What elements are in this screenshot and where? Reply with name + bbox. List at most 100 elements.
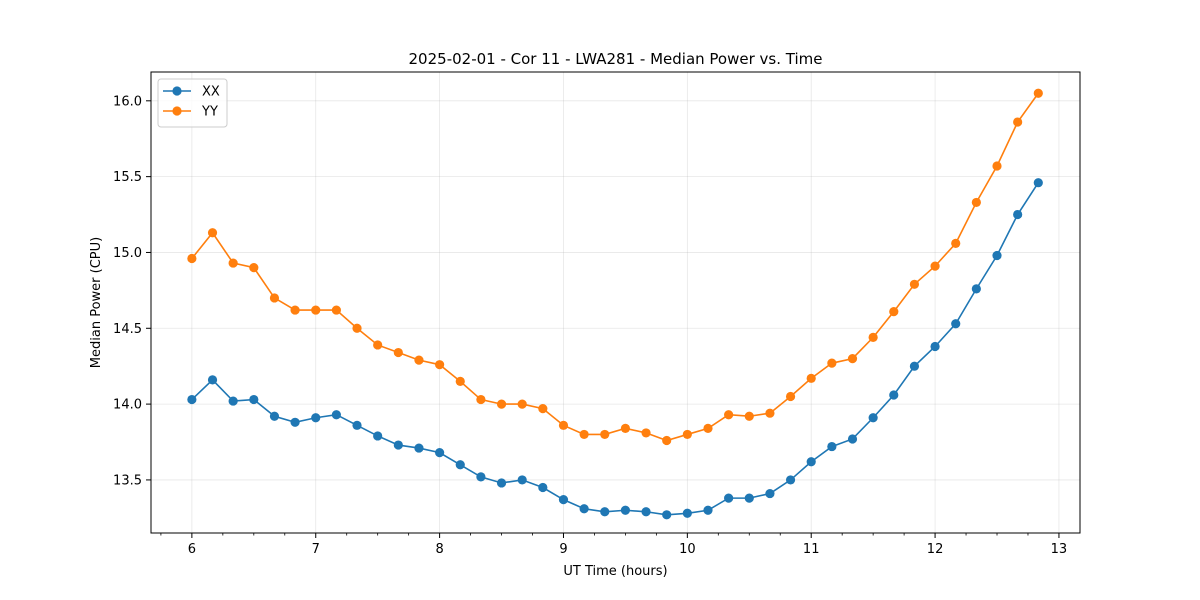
data-point-xx	[785, 475, 796, 485]
y-tick-label: 14.5	[113, 322, 142, 337]
data-point-xx	[868, 413, 878, 423]
data-point-yy	[620, 423, 631, 433]
data-point-yy	[744, 411, 754, 421]
data-point-yy	[290, 305, 300, 315]
data-point-yy	[207, 228, 218, 238]
data-point-xx	[971, 284, 981, 294]
data-point-xx	[724, 493, 734, 503]
x-tick-label: 7	[312, 542, 320, 557]
x-tick-label: 8	[435, 542, 443, 557]
legend-marker-xx	[172, 86, 182, 96]
data-point-yy	[414, 355, 424, 365]
data-point-xx	[806, 457, 816, 467]
x-tick-label: 10	[679, 542, 696, 557]
data-point-xx	[187, 394, 197, 405]
data-point-yy	[992, 161, 1002, 171]
data-point-yy	[951, 238, 961, 248]
data-point-yy	[331, 305, 341, 315]
data-point-xx	[827, 441, 837, 452]
data-point-xx	[558, 495, 569, 505]
data-point-xx	[930, 341, 940, 352]
data-point-yy	[1033, 88, 1043, 98]
data-point-yy	[228, 258, 238, 268]
data-point-yy	[785, 391, 796, 402]
data-point-yy	[373, 340, 383, 350]
data-point-xx	[579, 504, 589, 514]
data-point-xx	[228, 396, 238, 406]
data-point-yy	[269, 293, 280, 303]
data-point-xx	[435, 448, 445, 458]
data-point-yy	[393, 347, 403, 358]
data-point-yy	[455, 376, 465, 386]
data-point-yy	[971, 197, 981, 208]
data-point-yy	[1013, 117, 1023, 127]
y-tick-label: 16.0	[113, 94, 142, 109]
y-tick-label: 13.5	[113, 473, 142, 488]
data-point-xx	[393, 440, 403, 450]
data-point-xx	[703, 505, 713, 515]
data-point-xx	[311, 413, 321, 423]
data-point-yy	[806, 373, 816, 383]
legend-marker-yy	[172, 106, 182, 116]
data-point-xx	[352, 420, 362, 430]
data-point-yy	[249, 263, 259, 273]
data-point-yy	[765, 408, 775, 418]
x-tick-label: 9	[559, 542, 567, 557]
data-point-yy	[435, 360, 445, 370]
data-point-xx	[992, 250, 1002, 261]
data-point-xx	[951, 319, 961, 329]
y-tick-label: 14.0	[113, 398, 142, 413]
data-point-yy	[827, 358, 837, 368]
data-point-xx	[373, 431, 383, 441]
plot-frame	[150, 71, 1081, 534]
chart-title: 2025-02-01 - Cor 11 - LWA281 - Median Po…	[409, 50, 823, 68]
data-point-xx	[331, 410, 341, 420]
x-tick-label: 6	[188, 542, 196, 557]
y-tick-label: 15.0	[113, 246, 142, 261]
data-point-xx	[662, 510, 672, 520]
gridlines	[151, 72, 1080, 533]
x-tick-label: 12	[927, 542, 944, 557]
data-point-yy	[476, 394, 486, 405]
data-point-xx	[269, 411, 280, 421]
data-point-yy	[662, 435, 672, 446]
data-point-xx	[476, 472, 486, 482]
data-point-xx	[765, 488, 775, 499]
data-point-yy	[352, 323, 362, 333]
data-point-yy	[724, 410, 734, 420]
data-point-xx	[889, 390, 899, 400]
data-point-yy	[579, 429, 589, 440]
data-point-xx	[744, 493, 754, 503]
axis-ticks: 6 7 8 9 10 11 12 13 13.5 14.0 14.5 15.0 15.5 16.0	[113, 94, 1067, 557]
data-point-xx	[641, 507, 651, 517]
series-layer	[187, 88, 1043, 520]
x-axis-label: UT Time (hours)	[563, 564, 667, 579]
data-point-xx	[1033, 178, 1043, 188]
data-point-yy	[868, 332, 878, 342]
data-point-yy	[847, 354, 858, 364]
data-point-yy	[641, 428, 651, 438]
data-point-yy	[889, 306, 899, 317]
data-point-xx	[620, 505, 631, 515]
data-point-xx	[1013, 209, 1023, 220]
data-point-xx	[538, 482, 548, 493]
data-point-xx	[600, 507, 610, 517]
data-point-yy	[703, 423, 713, 433]
data-point-xx	[207, 375, 218, 385]
data-point-xx	[414, 443, 424, 453]
data-point-xx	[455, 460, 465, 470]
data-point-xx	[517, 475, 527, 485]
data-point-yy	[558, 420, 569, 430]
y-tick-label: 15.5	[113, 170, 142, 185]
data-point-yy	[930, 261, 940, 271]
data-point-yy	[682, 429, 692, 440]
data-point-xx	[909, 361, 920, 371]
data-point-yy	[517, 399, 527, 409]
data-point-yy	[538, 404, 548, 414]
data-point-yy	[600, 429, 610, 440]
data-point-yy	[496, 399, 507, 409]
data-point-xx	[847, 434, 858, 444]
data-point-xx	[290, 417, 300, 427]
